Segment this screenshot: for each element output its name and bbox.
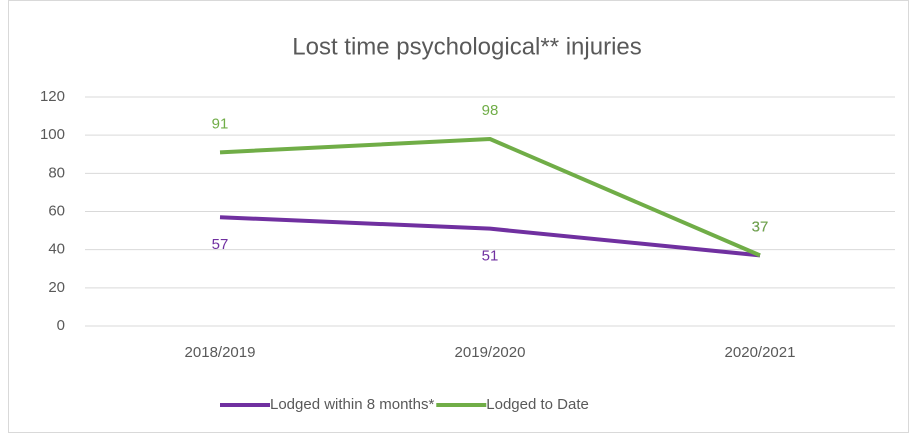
y-tick-label: 100	[40, 126, 65, 143]
data-label: 37	[752, 218, 769, 235]
y-tick-label: 80	[48, 164, 65, 181]
y-tick-label: 120	[40, 88, 65, 105]
data-label: 98	[482, 102, 499, 119]
chart-frame	[8, 0, 909, 433]
y-tick-label: 60	[48, 202, 65, 219]
y-tick-label: 0	[57, 317, 65, 334]
legend-label: Lodged within 8 months*	[270, 396, 434, 413]
data-label: 51	[482, 248, 499, 265]
series-line	[219, 136, 761, 258]
x-tick-label: 2020/2021	[725, 344, 796, 361]
legend-label: Lodged to Date	[486, 396, 589, 413]
x-tick-label: 2018/2019	[185, 344, 256, 361]
data-label: 37	[752, 218, 769, 235]
x-tick-label: 2019/2020	[455, 344, 526, 361]
series-line	[219, 215, 761, 258]
chart-title: Lost time psychological** injuries	[292, 33, 642, 60]
data-label: 91	[212, 115, 229, 132]
y-tick-label: 20	[48, 279, 65, 296]
data-label: 57	[212, 236, 229, 253]
y-tick-label: 40	[48, 241, 65, 258]
